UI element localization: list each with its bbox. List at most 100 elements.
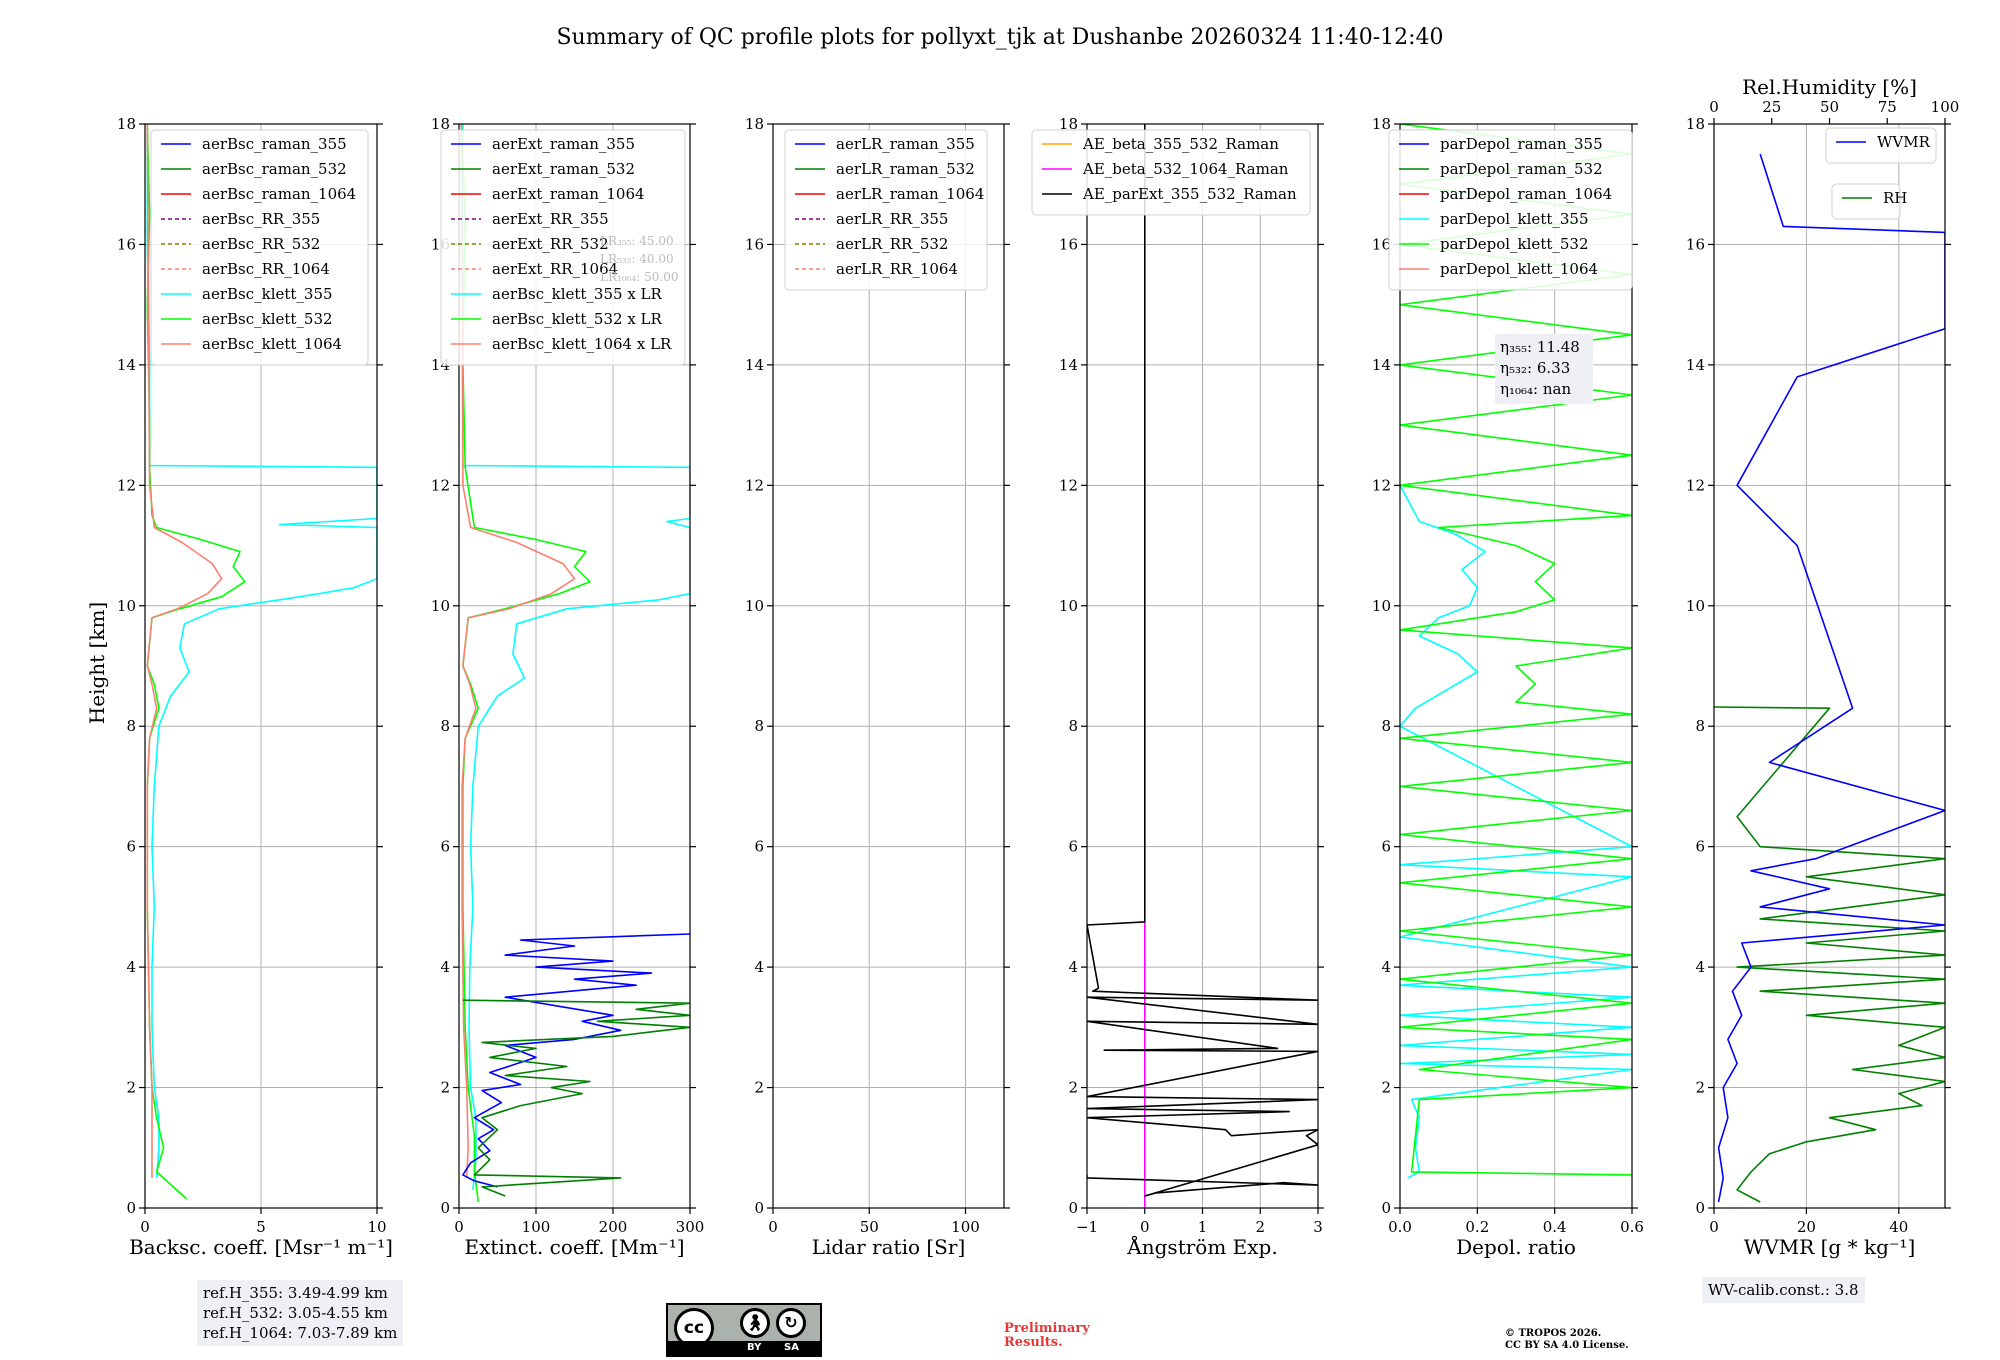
legend-label: parDepol_klett_532	[1440, 235, 1589, 253]
y-tick-label: 6	[440, 838, 450, 856]
reference-height-box: ref.H_355: 3.49-4.99 km ref.H_532: 3.05-…	[197, 1280, 404, 1346]
legend-label: aerExt_RR_532	[492, 235, 609, 253]
legend-label: parDepol_raman_532	[1440, 160, 1603, 178]
top-tick-label: 100	[1931, 98, 1960, 116]
y-tick-label: 2	[1068, 1079, 1078, 1097]
y-tick-label: 0	[1068, 1199, 1078, 1217]
y-tick-label: 8	[1381, 717, 1391, 735]
legend-label: aerLR_RR_1064	[836, 260, 958, 278]
x-tick-label: 50	[860, 1218, 879, 1236]
copyright-line-2: CC BY SA 4.0 License.	[1505, 1340, 1629, 1351]
legend-label: aerExt_RR_1064	[492, 260, 618, 278]
y-tick-label: 12	[1686, 476, 1705, 494]
series-AE_parExt_355_532_Raman	[1087, 124, 1318, 1197]
y-tick-label: 10	[1686, 597, 1705, 615]
wv-calibration-constant: WV-calib.const.: 3.8	[1708, 1281, 1859, 1299]
series-aerBsc_klett_1064	[146, 124, 223, 1178]
legend-label: AE_beta_532_1064_Raman	[1082, 160, 1289, 178]
y-tick-label: 14	[117, 356, 136, 374]
legend-frame	[1388, 129, 1633, 291]
x-tick-label: 10	[367, 1218, 386, 1236]
x-tick-label: 200	[599, 1218, 628, 1236]
y-tick-label: 8	[754, 717, 764, 735]
series-aerExt_raman_532	[462, 999, 690, 1197]
y-tick-label: 8	[440, 717, 450, 735]
y-tick-label: 10	[117, 597, 136, 615]
legend-frame	[150, 129, 369, 366]
y-tick-label: 0	[754, 1199, 764, 1217]
y-tick-label: 8	[1695, 717, 1705, 735]
y-tick-label: 0	[440, 1199, 450, 1217]
x-tick-label: 2	[1255, 1218, 1265, 1236]
top-tick-label: 0	[1709, 98, 1719, 116]
legend-label: parDepol_raman_1064	[1440, 185, 1612, 203]
x-tick-label: 1	[1198, 1218, 1208, 1236]
preliminary-line-1: Preliminary	[1004, 1321, 1090, 1336]
y-tick-label: 10	[431, 597, 450, 615]
ref-height-532: ref.H_532: 3.05-4.55 km	[203, 1304, 388, 1322]
top-tick-label: 50	[1820, 98, 1839, 116]
legend-label: aerExt_RR_355	[492, 210, 609, 228]
legend-label: aerLR_raman_532	[836, 160, 975, 178]
legend-frame	[1825, 127, 1937, 164]
axes-frame	[1713, 123, 1946, 1209]
y-tick-label: 14	[1686, 356, 1705, 374]
legend-frame	[440, 129, 686, 366]
legend: WVMR	[1825, 127, 1937, 164]
eta-annotation: η₃₅₅: 11.48 η₅₃₂: 6.33 η₁₀₆₄: nan	[1495, 334, 1593, 404]
y-tick-label: 18	[431, 115, 450, 133]
series-aerBsc_klett_1064 x LR	[460, 124, 576, 1178]
x-axis-label: Extinct. coeff. [Mm⁻¹]	[464, 1235, 684, 1259]
by-person-icon: 🚶︎	[740, 1308, 770, 1338]
x-tick-label: 0	[768, 1218, 778, 1236]
legend: RH	[1831, 183, 1907, 220]
x-tick-label: 300	[676, 1218, 705, 1236]
y-tick-label: 10	[1059, 597, 1078, 615]
legend-label: aerLR_RR_532	[836, 235, 948, 253]
y-tick-label: 14	[1059, 356, 1078, 374]
sa-share-icon: ↻	[776, 1308, 806, 1338]
legend-label: parDepol_raman_355	[1440, 135, 1603, 153]
y-tick-label: 18	[1059, 115, 1078, 133]
y-tick-label: 12	[431, 476, 450, 494]
top-tick-label: 75	[1878, 98, 1897, 116]
y-axis-label: Height [km]	[85, 602, 109, 724]
legend-label: aerBsc_klett_1064	[202, 335, 342, 353]
ref-height-355: ref.H_355: 3.49-4.99 km	[203, 1284, 388, 1302]
legend-frame	[1831, 183, 1901, 220]
legend-label: aerBsc_klett_1064 x LR	[492, 335, 672, 353]
y-tick-label: 12	[1059, 476, 1078, 494]
y-tick-label: 2	[754, 1079, 764, 1097]
y-tick-label: 18	[1686, 115, 1705, 133]
y-tick-label: 2	[440, 1079, 450, 1097]
y-tick-label: 2	[1381, 1079, 1391, 1097]
y-tick-label: 4	[126, 958, 136, 976]
eta-text: η₅₃₂: 6.33	[1500, 359, 1570, 377]
legend: AE_beta_355_532_Raman AE_beta_532_1064_Ra…	[1031, 129, 1311, 216]
legend-label: aerLR_raman_355	[836, 135, 975, 153]
x-tick-label: 0.2	[1465, 1218, 1489, 1236]
ref-height-1064: ref.H_1064: 7.03-7.89 km	[203, 1324, 398, 1342]
top-axis-label: Rel.Humidity [%]	[1742, 75, 1917, 99]
preliminary-line-2: Results.	[1004, 1335, 1063, 1350]
series-aerBsc_klett_355 x LR	[462, 124, 690, 1190]
panel-depol: 0 2 4 6 8 10 12 14 16 18 0.0 0.2 0.4 0.6 Depol. ratio p…	[1372, 115, 1644, 1259]
legend-label: AE_beta_355_532_Raman	[1082, 135, 1279, 153]
y-tick-label: 0	[1381, 1199, 1391, 1217]
legend-label: aerBsc_RR_532	[202, 235, 320, 253]
y-tick-label: 12	[117, 476, 136, 494]
legend-label: aerBsc_RR_1064	[202, 260, 330, 278]
y-tick-label: 6	[1381, 838, 1391, 856]
y-tick-label: 12	[745, 476, 764, 494]
series-group	[460, 124, 690, 1203]
y-tick-label: 6	[754, 838, 764, 856]
y-tick-label: 4	[440, 958, 450, 976]
y-tick-label: 0	[1695, 1199, 1705, 1217]
y-tick-label: 10	[1372, 597, 1391, 615]
series-RH	[1714, 706, 1945, 1203]
axes-frame	[458, 123, 691, 1209]
